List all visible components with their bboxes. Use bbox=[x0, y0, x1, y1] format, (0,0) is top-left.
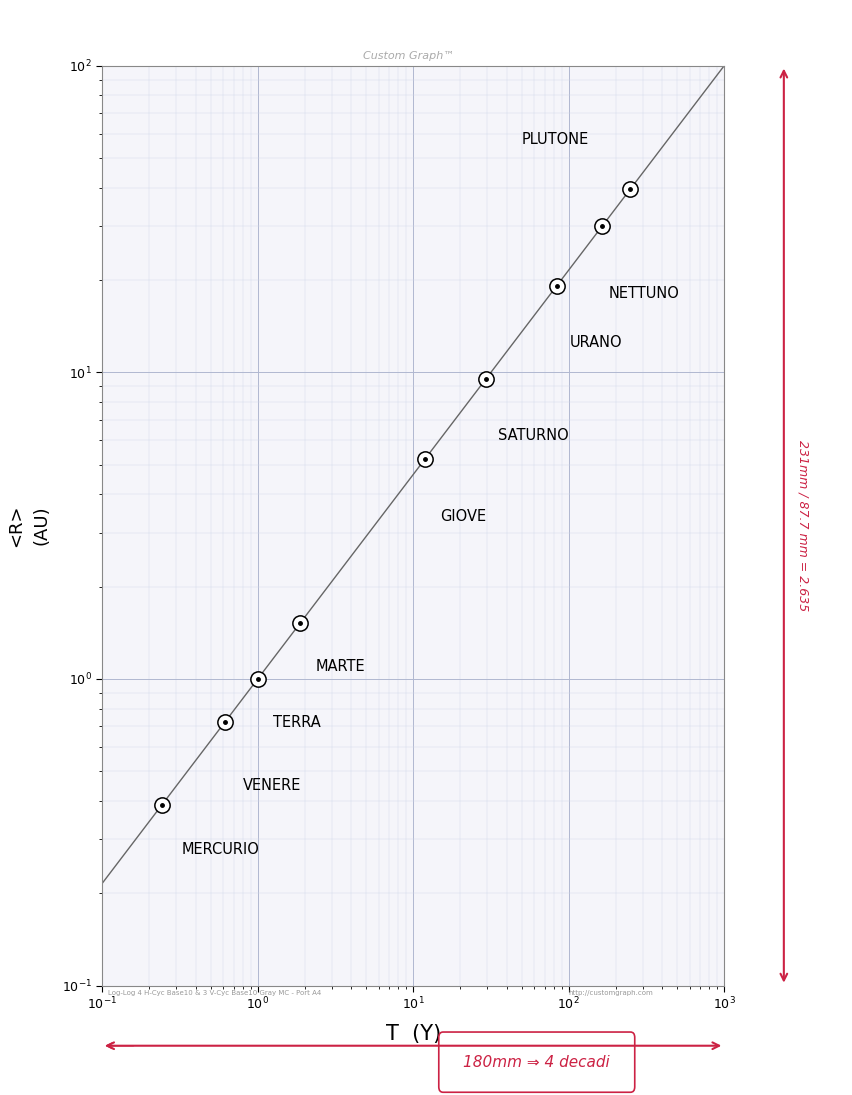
Text: http://customgraph.com: http://customgraph.com bbox=[568, 990, 653, 996]
Text: Log-Log 4 H-Cyc Base10 & 3 V-Cyc Base10 Gray MC - Port A4: Log-Log 4 H-Cyc Base10 & 3 V-Cyc Base10 … bbox=[108, 990, 322, 996]
Text: 180mm ⇒ 4 decadi: 180mm ⇒ 4 decadi bbox=[463, 1054, 610, 1070]
Text: 231mm / 87.7 mm = 2.635: 231mm / 87.7 mm = 2.635 bbox=[797, 440, 809, 611]
Y-axis label: <R>
(AU): <R> (AU) bbox=[8, 505, 50, 546]
FancyBboxPatch shape bbox=[439, 1031, 635, 1092]
Text: GIOVE: GIOVE bbox=[440, 509, 486, 525]
Text: PLUTONE: PLUTONE bbox=[521, 132, 589, 148]
X-axis label: T  (Y): T (Y) bbox=[386, 1024, 440, 1044]
Text: VENERE: VENERE bbox=[243, 779, 301, 793]
Text: Custom Graph™: Custom Graph™ bbox=[364, 51, 455, 61]
Text: TERRA: TERRA bbox=[273, 715, 320, 730]
Text: SATURNO: SATURNO bbox=[498, 428, 569, 443]
Text: MARTE: MARTE bbox=[315, 659, 366, 675]
Text: URANO: URANO bbox=[569, 335, 622, 350]
Text: NETTUNO: NETTUNO bbox=[609, 286, 680, 301]
Text: MERCURIO: MERCURIO bbox=[182, 842, 260, 856]
